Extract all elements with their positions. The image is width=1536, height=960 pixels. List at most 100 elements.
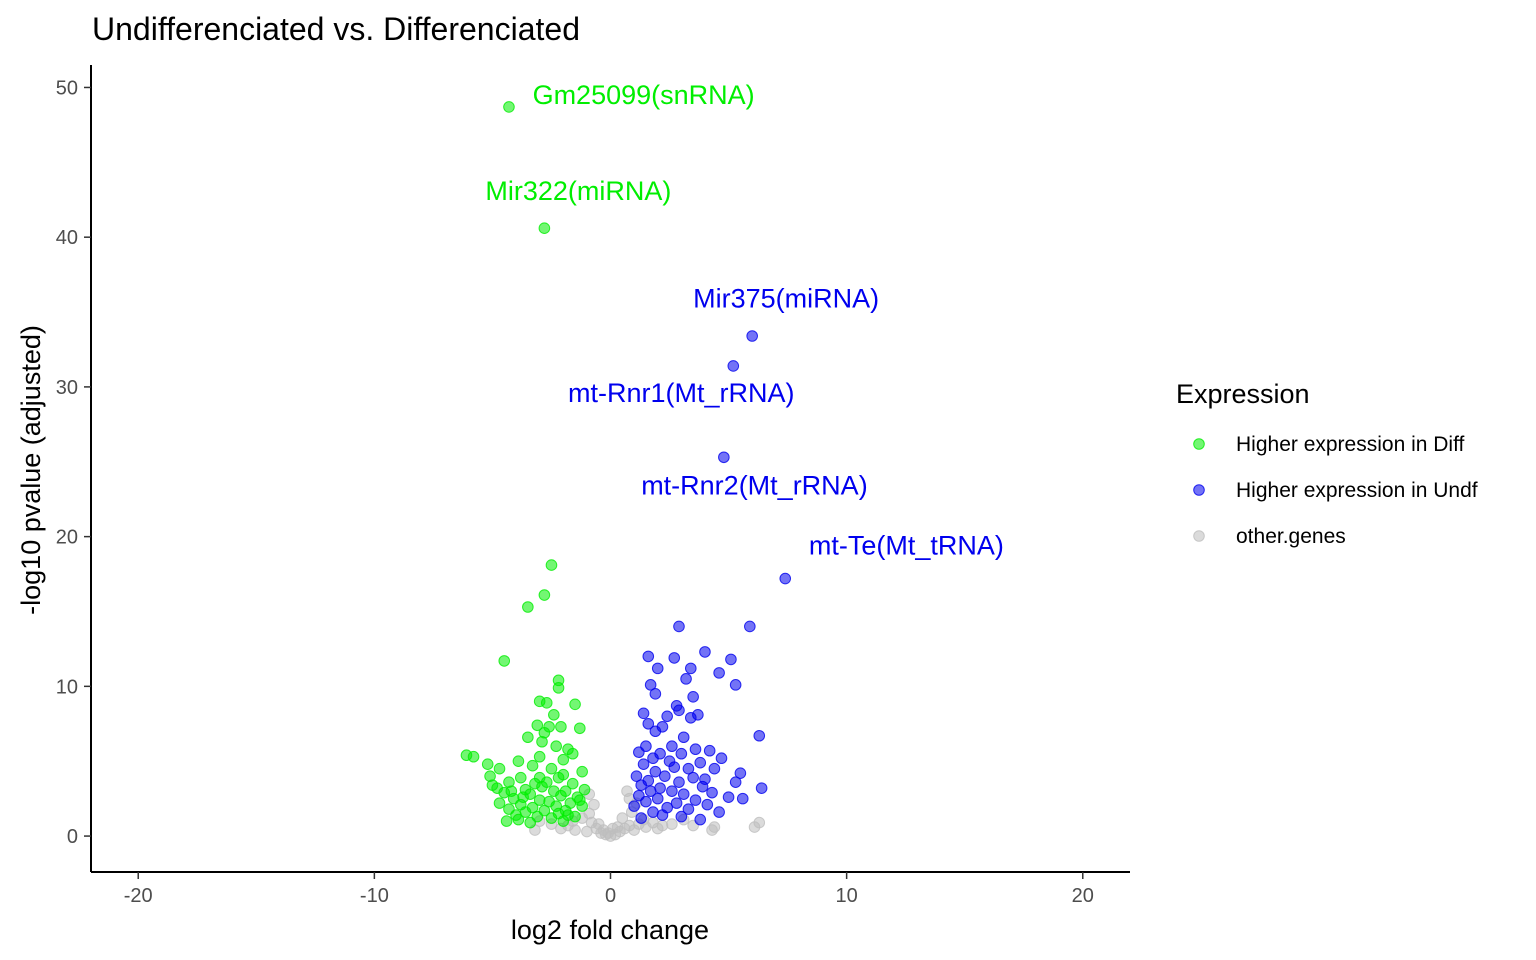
- data-point: [630, 770, 643, 782]
- x-tick-label: -20: [124, 885, 153, 907]
- data-point: [531, 719, 544, 732]
- x-tick-label: 0: [605, 885, 616, 907]
- plot-area: Gm25099(snRNA) Mir322(miRNA) Mir375(miRNA)…: [460, 80, 1004, 842]
- data-point: [673, 776, 685, 788]
- data-point: [670, 797, 683, 809]
- data-point: [715, 752, 728, 765]
- data-point: [699, 646, 711, 658]
- data-point: [753, 816, 766, 829]
- data-point: [545, 762, 558, 775]
- data-point: [566, 747, 579, 760]
- data-point: [713, 806, 725, 818]
- data-point: [649, 765, 662, 778]
- data-point: [677, 731, 690, 744]
- data-point: [540, 697, 553, 709]
- data-point: [481, 758, 494, 771]
- data-point: [640, 795, 652, 808]
- data-point: [736, 792, 749, 805]
- data-point: [557, 753, 570, 766]
- data-point: [755, 782, 768, 794]
- data-point: [647, 752, 659, 765]
- data-point: [512, 755, 525, 768]
- data-point: [637, 707, 650, 720]
- data-point: [675, 747, 688, 760]
- legend-label: Higher expression in Diff: [1236, 433, 1465, 456]
- data-point: [744, 620, 756, 633]
- data-point: [696, 780, 709, 793]
- data-point: [675, 810, 688, 823]
- chart-title: Undifferenciated vs. Differenciated: [92, 11, 580, 47]
- data-point: [729, 776, 742, 788]
- data-point: [642, 650, 655, 663]
- data-point: [666, 740, 678, 753]
- data-point: [673, 620, 685, 633]
- data-point: [706, 786, 718, 799]
- data-point: [493, 797, 506, 809]
- data-point: [555, 720, 567, 733]
- data-point: [708, 762, 721, 775]
- data-point: [753, 729, 766, 742]
- data-point: [557, 768, 570, 781]
- data-point: [651, 792, 664, 805]
- data-point: [722, 791, 735, 803]
- legend-items: Higher expression in Diff Higher expressi…: [1193, 433, 1478, 548]
- data-point: [684, 662, 697, 675]
- data-point: [498, 655, 511, 667]
- data-point: [514, 771, 527, 784]
- data-point: [493, 762, 506, 775]
- data-point: [725, 653, 737, 666]
- data-point: [616, 812, 629, 824]
- data-point: [533, 750, 546, 763]
- data-point: [689, 794, 702, 806]
- data-point: [673, 704, 685, 717]
- data-point: [729, 679, 742, 691]
- data-point: [649, 688, 662, 700]
- data-point: [524, 816, 537, 829]
- y-tick-label: 40: [56, 227, 78, 249]
- data-point: [718, 451, 730, 464]
- data-point: [467, 750, 480, 763]
- data-point: [538, 589, 551, 601]
- data-point: [668, 652, 681, 664]
- data-point: [734, 767, 747, 779]
- data-point: [727, 360, 740, 372]
- data-point: [526, 759, 539, 772]
- data-point: [644, 785, 657, 797]
- data-point: [548, 708, 560, 721]
- data-point: [583, 807, 596, 820]
- data-point: [677, 788, 690, 800]
- y-tick-label: 20: [56, 527, 78, 549]
- data-point: [687, 771, 699, 784]
- data-point: [588, 798, 600, 811]
- data-point: [642, 717, 655, 730]
- data-point: [512, 813, 525, 826]
- x-axis-title: log2 fold change: [511, 915, 709, 945]
- data-point: [633, 746, 645, 759]
- data-point: [628, 800, 640, 812]
- data-point: [635, 812, 647, 824]
- gene-annotations: Gm25099(snRNA) Mir322(miRNA) Mir375(miRNA)…: [485, 80, 1004, 561]
- data-point: [562, 809, 574, 821]
- data-point: [701, 798, 714, 811]
- y-tick-label: 0: [67, 826, 78, 848]
- data-point: [684, 711, 697, 724]
- x-tick-label: -10: [360, 885, 389, 907]
- data-point: [713, 667, 725, 679]
- legend: Expression Higher expression in DiffHigh…: [1176, 379, 1478, 548]
- gene-label: mt-Rnr2(Mt_rRNA): [641, 471, 868, 501]
- legend-label: other.genes: [1236, 525, 1346, 548]
- data-point: [659, 770, 671, 782]
- gene-label: Mir322(miRNA): [485, 176, 671, 206]
- significant-points: [460, 101, 792, 829]
- data-point: [522, 601, 534, 613]
- data-point: [651, 662, 664, 675]
- data-point: [552, 682, 565, 694]
- legend-title: Expression: [1176, 379, 1310, 409]
- data-point: [574, 722, 586, 735]
- data-point: [635, 779, 647, 791]
- data-point: [522, 731, 534, 744]
- data-point: [651, 822, 664, 835]
- data-point: [555, 789, 567, 802]
- gene-label: mt-Te(Mt_tRNA): [809, 531, 1004, 561]
- data-point: [644, 679, 657, 691]
